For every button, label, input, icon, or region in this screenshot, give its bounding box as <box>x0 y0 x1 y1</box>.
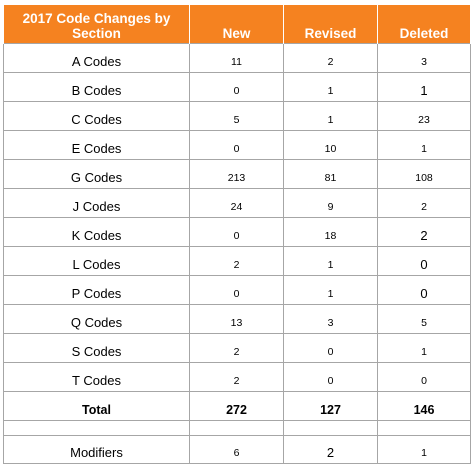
table-row: A Codes 11 2 3 <box>3 43 471 73</box>
revised-cell: 81 <box>283 159 378 189</box>
deleted-cell: 1 <box>377 333 471 363</box>
section-cell: T Codes <box>3 362 190 392</box>
total-label: Total <box>3 391 190 421</box>
section-cell: J Codes <box>3 188 190 218</box>
header-new: New <box>189 5 284 44</box>
table-row: T Codes 2 0 0 <box>3 362 471 392</box>
deleted-cell: 0 <box>377 362 471 392</box>
modifiers-label: Modifiers <box>3 435 190 464</box>
revised-cell: 0 <box>283 333 378 363</box>
deleted-cell: 3 <box>377 43 471 73</box>
revised-cell: 1 <box>283 101 378 131</box>
revised-cell: 9 <box>283 188 378 218</box>
new-cell: 11 <box>189 43 284 73</box>
section-cell: B Codes <box>3 72 190 102</box>
spacer-cell <box>189 420 284 436</box>
table-row: E Codes 0 10 1 <box>3 130 471 160</box>
deleted-cell: 1 <box>377 72 471 102</box>
section-cell: C Codes <box>3 101 190 131</box>
new-cell: 13 <box>189 304 284 334</box>
section-cell: A Codes <box>3 43 190 73</box>
table-row: L Codes 2 1 0 <box>3 246 471 276</box>
revised-cell: 0 <box>283 362 378 392</box>
modifiers-deleted: 1 <box>377 435 471 464</box>
spacer-cell <box>283 420 378 436</box>
new-cell: 5 <box>189 101 284 131</box>
section-cell: P Codes <box>3 275 190 305</box>
table-row: Q Codes 13 3 5 <box>3 304 471 334</box>
total-deleted: 146 <box>377 391 471 421</box>
section-cell: G Codes <box>3 159 190 189</box>
header-section-line2: Section <box>72 26 121 41</box>
new-cell: 0 <box>189 72 284 102</box>
table-row: G Codes 213 81 108 <box>3 159 471 189</box>
table-row: P Codes 0 1 0 <box>3 275 471 305</box>
deleted-cell: 2 <box>377 188 471 218</box>
modifiers-new: 6 <box>189 435 284 464</box>
modifiers-row: Modifiers 6 2 1 <box>3 435 471 464</box>
new-cell: 2 <box>189 246 284 276</box>
new-cell: 0 <box>189 130 284 160</box>
revised-cell: 18 <box>283 217 378 247</box>
new-cell: 213 <box>189 159 284 189</box>
revised-cell: 1 <box>283 275 378 305</box>
section-cell: L Codes <box>3 246 190 276</box>
section-cell: E Codes <box>3 130 190 160</box>
revised-cell: 2 <box>283 43 378 73</box>
deleted-cell: 5 <box>377 304 471 334</box>
table-row: J Codes 24 9 2 <box>3 188 471 218</box>
table-row: C Codes 5 1 23 <box>3 101 471 131</box>
new-cell: 2 <box>189 333 284 363</box>
header-section-line1: 2017 Code Changes by <box>22 11 171 26</box>
header-deleted: Deleted <box>377 5 471 44</box>
deleted-cell: 1 <box>377 130 471 160</box>
deleted-cell: 0 <box>377 275 471 305</box>
spacer-cell <box>3 420 190 436</box>
header-section: 2017 Code Changes by Section <box>3 5 190 44</box>
revised-cell: 10 <box>283 130 378 160</box>
table-row: S Codes 2 0 1 <box>3 333 471 363</box>
new-cell: 24 <box>189 188 284 218</box>
deleted-cell: 2 <box>377 217 471 247</box>
section-cell: K Codes <box>3 217 190 247</box>
table-row: B Codes 0 1 1 <box>3 72 471 102</box>
table-row: K Codes 0 18 2 <box>3 217 471 247</box>
total-new: 272 <box>189 391 284 421</box>
new-cell: 0 <box>189 275 284 305</box>
new-cell: 2 <box>189 362 284 392</box>
revised-cell: 1 <box>283 246 378 276</box>
total-row: Total 272 127 146 <box>3 391 471 421</box>
header-revised: Revised <box>283 5 378 44</box>
section-cell: Q Codes <box>3 304 190 334</box>
modifiers-revised: 2 <box>283 435 378 464</box>
spacer-cell <box>377 420 471 436</box>
total-revised: 127 <box>283 391 378 421</box>
revised-cell: 3 <box>283 304 378 334</box>
new-cell: 0 <box>189 217 284 247</box>
header-row: 2017 Code Changes by Section New Revised… <box>3 5 471 44</box>
spacer-row <box>3 420 471 436</box>
section-cell: S Codes <box>3 333 190 363</box>
deleted-cell: 23 <box>377 101 471 131</box>
deleted-cell: 0 <box>377 246 471 276</box>
code-changes-table: 2017 Code Changes by Section New Revised… <box>3 5 471 464</box>
deleted-cell: 108 <box>377 159 471 189</box>
revised-cell: 1 <box>283 72 378 102</box>
